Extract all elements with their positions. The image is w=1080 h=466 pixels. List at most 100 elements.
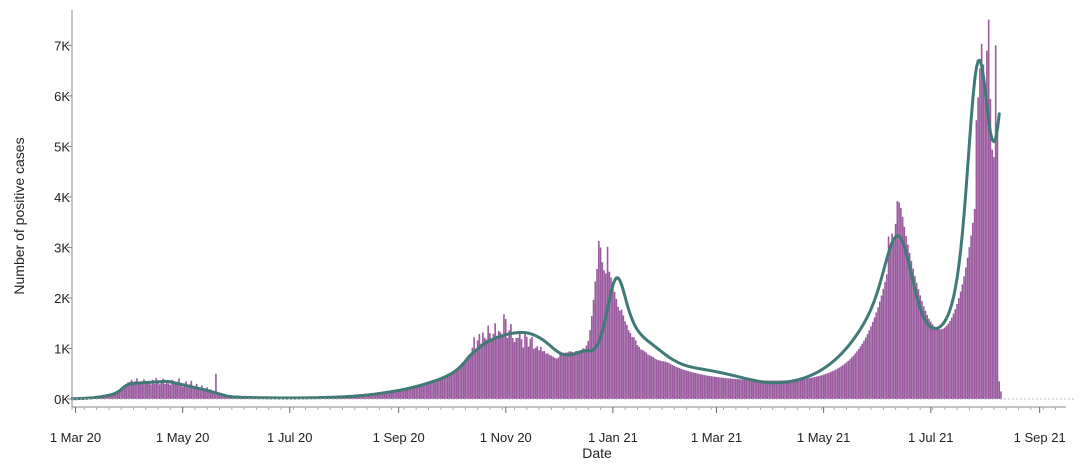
bar-daily-cases	[741, 379, 744, 399]
bar-daily-cases	[864, 337, 867, 399]
bar-daily-cases	[559, 354, 561, 399]
y-tick-label: 6K	[54, 89, 70, 104]
bar-daily-cases	[401, 389, 403, 399]
bar-daily-cases	[891, 233, 893, 399]
bar-daily-cases	[129, 381, 131, 399]
bar-daily-cases	[360, 395, 363, 399]
bar-daily-cases	[510, 324, 512, 399]
bar-daily-cases	[805, 378, 807, 399]
bar-daily-cases	[703, 374, 705, 399]
bar-daily-cases	[373, 394, 375, 399]
bar-daily-cases	[564, 352, 567, 399]
bar-daily-cases	[540, 346, 542, 399]
bar-daily-cases	[388, 391, 391, 399]
bar-daily-cases	[202, 388, 205, 399]
bar-daily-cases	[380, 393, 382, 399]
bar-daily-cases	[157, 380, 159, 399]
bar-daily-cases	[815, 376, 818, 399]
bar-daily-cases	[720, 377, 723, 399]
bar-daily-cases	[638, 346, 640, 399]
bar-daily-cases	[144, 383, 147, 399]
bar-daily-cases	[824, 374, 827, 399]
bar-daily-cases	[178, 378, 180, 399]
bar-daily-cases	[784, 380, 786, 399]
bar-daily-cases	[713, 376, 716, 399]
bar-daily-cases	[597, 240, 600, 399]
bar-daily-cases	[798, 379, 800, 399]
bar-daily-cases	[645, 352, 648, 399]
bar-daily-cases	[655, 359, 658, 399]
bar-daily-cases	[153, 383, 156, 399]
bar-daily-cases	[468, 356, 470, 399]
x-tick-label: 1 May 20	[156, 430, 209, 445]
bar-daily-cases	[717, 377, 720, 399]
bar-daily-cases	[420, 385, 423, 399]
bar-daily-cases	[640, 349, 642, 399]
bar-daily-cases	[608, 271, 611, 399]
bar-daily-cases	[534, 347, 537, 399]
bar-daily-cases	[187, 385, 189, 399]
bar-daily-cases	[880, 295, 883, 399]
bar-daily-cases	[533, 348, 535, 399]
bar-daily-cases	[900, 207, 902, 399]
bar-daily-cases	[813, 377, 816, 399]
bar-daily-cases	[885, 274, 888, 399]
bar-daily-cases	[979, 68, 981, 400]
bar-daily-cases	[429, 382, 431, 399]
bar-daily-cases	[603, 270, 605, 399]
bar-daily-cases	[548, 354, 551, 399]
bar-daily-cases	[471, 347, 474, 399]
bar-daily-cases	[106, 395, 108, 399]
bar-daily-cases	[590, 316, 593, 399]
bar-daily-cases	[164, 383, 166, 399]
bar-daily-cases	[469, 355, 472, 399]
bar-daily-cases	[889, 244, 892, 399]
bar-daily-cases	[764, 380, 767, 399]
bar-daily-cases	[849, 359, 851, 399]
bar-daily-cases	[750, 379, 753, 399]
bar-daily-cases	[515, 338, 518, 399]
bar-daily-cases	[506, 337, 509, 399]
bar-daily-cases	[206, 387, 208, 399]
bar-daily-cases	[543, 351, 546, 399]
x-tick-label: 1 Jan 21	[588, 430, 638, 445]
x-tick-label: 1 Sep 20	[373, 430, 425, 445]
bar-daily-cases	[659, 360, 662, 399]
bar-daily-cases	[731, 378, 734, 399]
bar-daily-cases	[492, 333, 495, 399]
bar-daily-cases	[989, 99, 992, 400]
bar-daily-cases	[866, 334, 869, 399]
bar-daily-cases	[513, 342, 516, 399]
bar-daily-cases	[745, 379, 748, 399]
bar-daily-cases	[487, 325, 489, 399]
bar-daily-cases	[587, 340, 590, 399]
bar-daily-cases	[557, 357, 560, 399]
bar-daily-cases	[691, 372, 693, 399]
bar-daily-cases	[740, 379, 742, 399]
bar-daily-cases	[698, 373, 700, 399]
bar-daily-cases	[963, 276, 965, 399]
bar-daily-cases	[612, 281, 614, 399]
bar-daily-cases	[993, 156, 995, 399]
bar-daily-cases	[829, 372, 832, 399]
bar-daily-cases	[369, 394, 372, 399]
x-tick-label: 1 Mar 20	[50, 430, 101, 445]
bar-daily-cases	[148, 381, 151, 399]
bar-daily-cases	[894, 223, 897, 399]
bar-daily-cases	[562, 353, 565, 399]
x-tick-label: 1 May 21	[797, 430, 850, 445]
bar-daily-cases	[619, 310, 621, 399]
bar-daily-cases	[947, 323, 950, 399]
bar-daily-cases	[174, 384, 177, 399]
bar-daily-cases	[828, 372, 830, 399]
bar-daily-cases	[910, 260, 913, 399]
bar-daily-cases	[169, 384, 172, 399]
bar-daily-cases	[434, 380, 437, 399]
bar-daily-cases	[965, 267, 967, 399]
bar-daily-cases	[503, 314, 505, 399]
bar-daily-cases	[403, 389, 405, 399]
bar-daily-cases	[413, 386, 416, 399]
bar-daily-cases	[810, 377, 813, 399]
bar-daily-cases	[629, 333, 632, 399]
